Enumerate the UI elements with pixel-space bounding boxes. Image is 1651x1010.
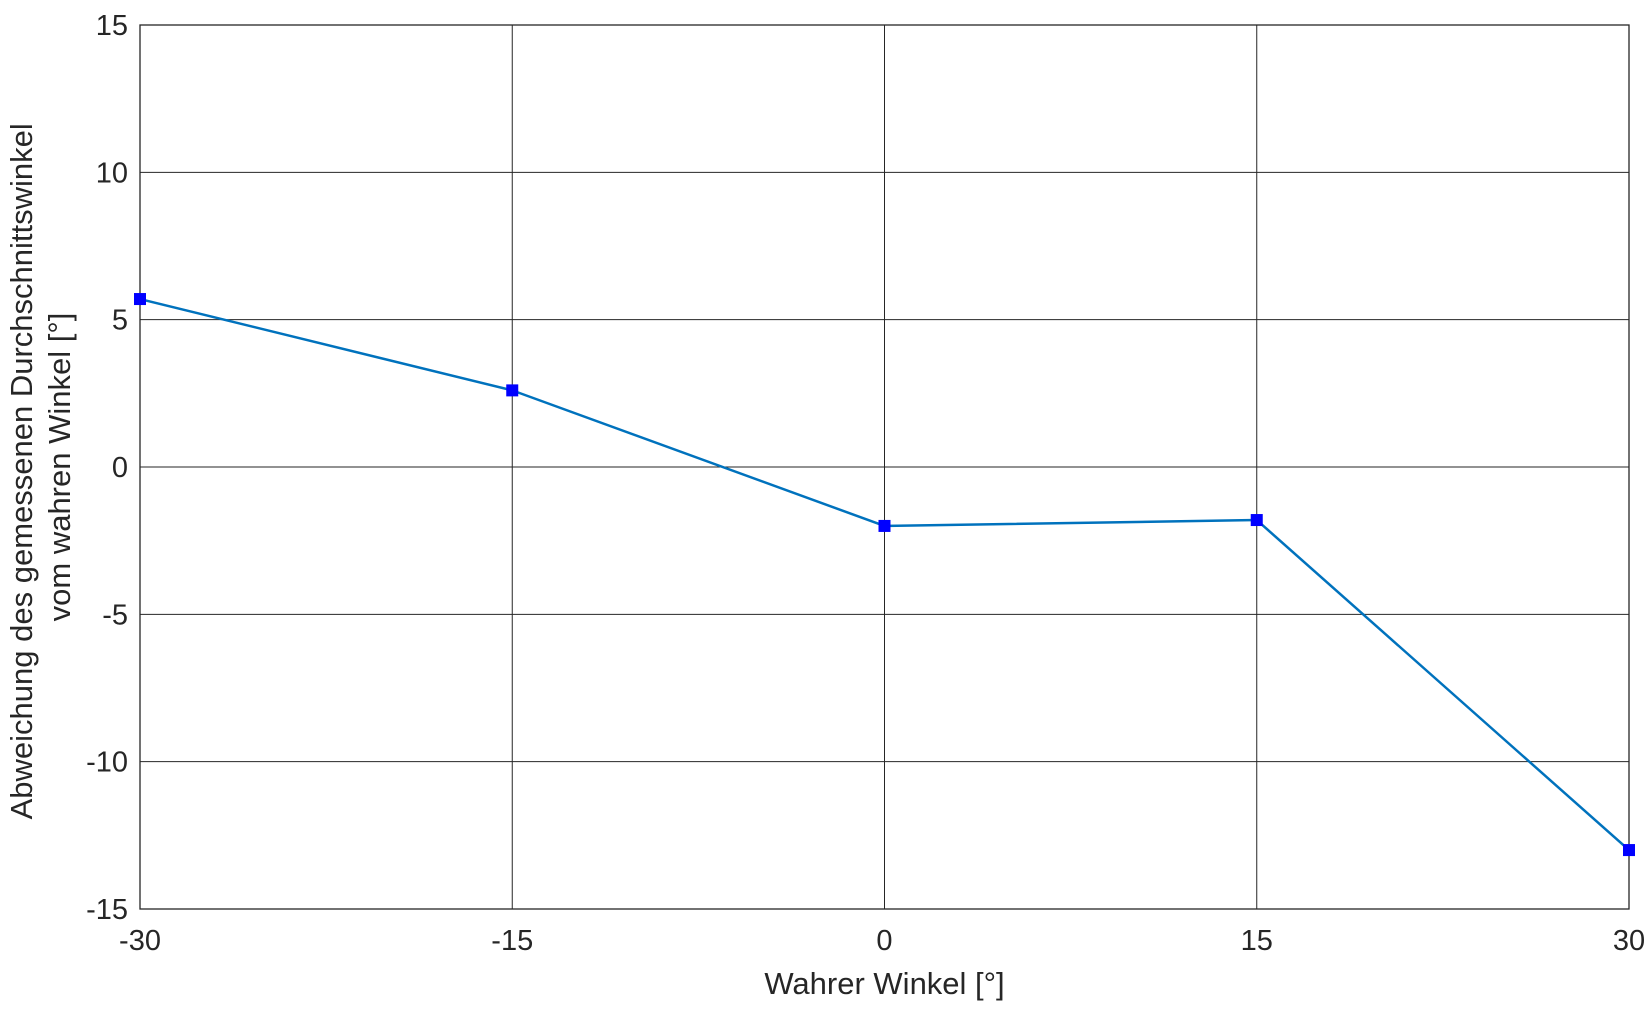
x-tick-label: 15 [1241,925,1273,957]
x-tick-label: 30 [1613,925,1645,957]
y-axis-label-line-2: vom wahren Winkel [°] [42,313,77,622]
x-axis-label: Wahrer Winkel [°] [764,966,1004,1001]
data-point-marker [506,384,519,397]
data-point-marker [878,519,891,532]
data-point-marker [1250,514,1263,527]
data-point-marker [1623,844,1635,857]
data-series [134,293,1635,857]
data-point-marker [134,293,146,306]
y-axis-label-line-1: Abweichung des gemessenen Durchschnittsw… [4,123,39,819]
y-tick-label: 10 [96,157,128,189]
grid-lines [139,24,1630,910]
y-axis-ticks: -15 -10 -5 0 5 10 15 [86,10,128,926]
y-tick-label: -15 [86,894,128,926]
y-tick-label: 15 [96,10,128,42]
y-tick-label: -10 [86,747,128,779]
x-tick-label: -15 [491,925,533,957]
plot-frame [139,24,1630,910]
y-axis-label: Abweichung des gemessenen Durchschnittsw… [4,115,77,820]
x-tick-label: 0 [876,925,892,957]
x-tick-label: -30 [119,925,161,957]
y-tick-label: -5 [102,599,128,631]
x-axis-ticks: -30 -15 0 15 30 [119,925,1645,957]
y-tick-label: 5 [112,305,128,337]
y-tick-label: 0 [112,452,128,484]
